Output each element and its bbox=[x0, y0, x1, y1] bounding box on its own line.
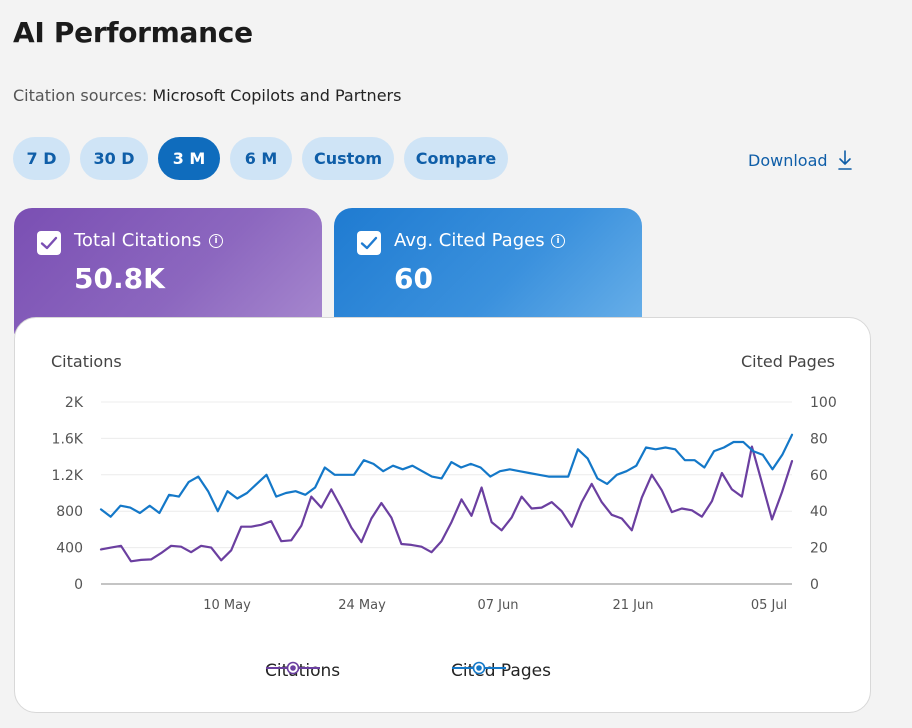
range-3m-button[interactable]: 3 M bbox=[158, 137, 220, 180]
x-tick-label: 24 May bbox=[338, 598, 386, 613]
check-icon bbox=[360, 236, 378, 250]
x-tick-label: 07 Jun bbox=[478, 598, 519, 613]
total-citations-value: 50.8K bbox=[74, 262, 165, 295]
chart-panel: Citations Cited Pages 2K 100 1.6K 80 1.2K 60 8… bbox=[14, 317, 871, 713]
series-line-cited-pages bbox=[99, 433, 794, 518]
range-compare-button[interactable]: Compare bbox=[404, 137, 508, 180]
y-tick-label-left: 2K bbox=[65, 395, 84, 411]
range-6m-button[interactable]: 6 M bbox=[230, 137, 292, 180]
info-icon[interactable]: i bbox=[209, 234, 223, 248]
y-tick-label-right: 40 bbox=[810, 504, 828, 520]
download-icon bbox=[837, 150, 852, 170]
y-tick-label-right: 100 bbox=[810, 395, 837, 411]
y-tick-label-right: 0 bbox=[810, 577, 819, 593]
y-tick-label-left: 1.2K bbox=[52, 468, 84, 484]
y-tick-label-right: 60 bbox=[810, 468, 828, 484]
avg-cited-pages-label: Avg. Cited Pages bbox=[394, 230, 545, 251]
y-tick-label-left: 800 bbox=[56, 504, 83, 520]
x-tick-label: 21 Jun bbox=[613, 598, 654, 613]
x-tick-label: 05 Jul bbox=[751, 598, 787, 613]
citation-sources: Citation sources: Microsoft Copilots and… bbox=[13, 86, 401, 105]
check-icon bbox=[40, 236, 58, 250]
page-title: AI Performance bbox=[13, 16, 253, 49]
y-axis-left-title: Citations bbox=[51, 352, 122, 371]
download-label: Download bbox=[748, 150, 828, 170]
legend-label-citations: Citations bbox=[265, 661, 341, 681]
cited-pages-legend-icon bbox=[452, 661, 506, 675]
citations-legend-icon bbox=[266, 661, 320, 675]
avg-cited-pages-value: 60 bbox=[394, 262, 433, 295]
info-icon[interactable]: i bbox=[551, 234, 565, 248]
y-tick-label-left: 400 bbox=[56, 541, 83, 557]
range-custom-button[interactable]: Custom bbox=[302, 137, 394, 180]
download-button[interactable]: Download bbox=[748, 150, 852, 170]
total-citations-checkbox[interactable] bbox=[37, 231, 61, 255]
citation-sources-value: Microsoft Copilots and Partners bbox=[152, 86, 402, 105]
y-tick-label-left: 1.6K bbox=[52, 431, 84, 447]
legend-item-cited-pages[interactable]: Cited Pages bbox=[451, 661, 551, 681]
x-tick-label: 10 May bbox=[203, 598, 251, 613]
total-citations-label: Total Citations bbox=[74, 230, 202, 251]
y-tick-label-right: 20 bbox=[810, 541, 828, 557]
range-7d-button[interactable]: 7 D bbox=[13, 137, 70, 180]
series-line-citations bbox=[99, 445, 794, 563]
y-axis-right-title: Cited Pages bbox=[740, 352, 835, 371]
avg-cited-pages-checkbox[interactable] bbox=[357, 231, 381, 255]
y-tick-label-left: 0 bbox=[74, 577, 83, 593]
citation-sources-label: Citation sources: bbox=[13, 86, 148, 105]
legend-item-citations[interactable]: Citations bbox=[265, 661, 340, 681]
y-tick-label-right: 80 bbox=[810, 431, 828, 447]
range-30d-button[interactable]: 30 D bbox=[80, 137, 148, 180]
